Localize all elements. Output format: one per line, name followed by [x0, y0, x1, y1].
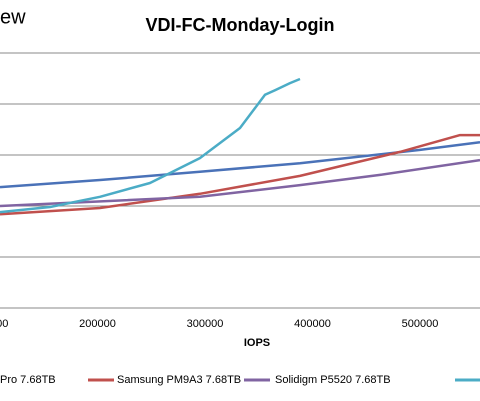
- legend-label: Pro 7.68TB: [0, 374, 56, 386]
- x-axis-label: IOPS: [244, 337, 270, 349]
- logo: ew: [0, 6, 26, 28]
- series-line: [0, 141, 480, 189]
- x-tick-label: 100000: [0, 318, 8, 330]
- x-tick-label: 500000: [402, 318, 439, 330]
- series-line: [0, 77, 301, 214]
- series-line: [0, 158, 480, 208]
- series-line: [0, 133, 480, 216]
- x-tick-label: 200000: [79, 318, 116, 330]
- x-tick-label: 300000: [187, 318, 224, 330]
- legend-label: Solidigm P5520 7.68TB: [275, 374, 391, 386]
- x-tick-label: 400000: [294, 318, 331, 330]
- chart-title: VDI-FC-Monday-Login: [146, 15, 335, 35]
- legend-label: Samsung PM9A3 7.68TB: [117, 374, 241, 386]
